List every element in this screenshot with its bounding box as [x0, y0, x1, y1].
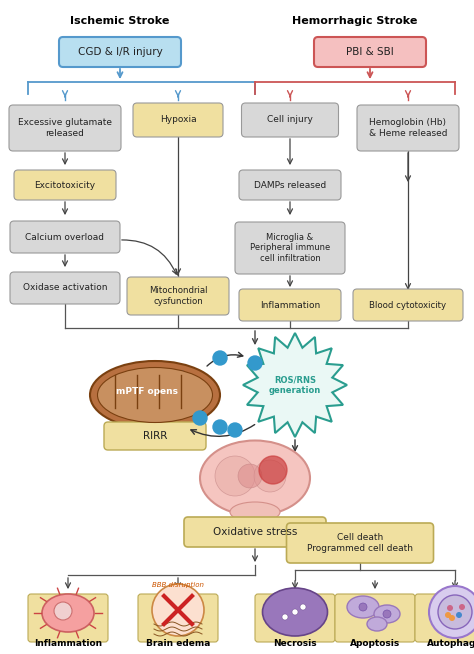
Circle shape [152, 584, 204, 636]
Text: Oxidative stress: Oxidative stress [213, 527, 297, 537]
Ellipse shape [98, 368, 212, 422]
Ellipse shape [374, 605, 400, 623]
Circle shape [429, 586, 474, 638]
Ellipse shape [347, 596, 379, 618]
FancyBboxPatch shape [415, 594, 474, 642]
Ellipse shape [263, 588, 328, 636]
Circle shape [292, 609, 298, 615]
Circle shape [213, 351, 227, 365]
FancyBboxPatch shape [9, 105, 121, 151]
Text: Ischemic Stroke: Ischemic Stroke [70, 16, 170, 26]
FancyBboxPatch shape [138, 594, 218, 642]
Text: Cell death
Programmed cell death: Cell death Programmed cell death [307, 533, 413, 553]
Ellipse shape [90, 361, 220, 429]
Circle shape [193, 411, 207, 425]
Text: CGD & I/R injury: CGD & I/R injury [78, 47, 163, 57]
Text: Oxidase activation: Oxidase activation [23, 283, 107, 292]
Circle shape [268, 592, 292, 616]
Text: Hemoglobin (Hb)
& Heme released: Hemoglobin (Hb) & Heme released [369, 118, 447, 138]
FancyBboxPatch shape [241, 103, 338, 137]
Circle shape [215, 456, 255, 496]
Circle shape [282, 614, 288, 620]
Text: Mitochondrial
cysfunction: Mitochondrial cysfunction [149, 286, 207, 305]
Text: ROS/RNS
generation: ROS/RNS generation [269, 375, 321, 395]
FancyBboxPatch shape [162, 371, 184, 385]
Circle shape [259, 456, 287, 484]
FancyBboxPatch shape [28, 594, 108, 642]
Text: Hemorrhagic Stroke: Hemorrhagic Stroke [292, 16, 418, 26]
Circle shape [297, 612, 317, 632]
Circle shape [254, 460, 286, 492]
Circle shape [300, 604, 306, 610]
Ellipse shape [367, 617, 387, 631]
Text: DAMPs released: DAMPs released [254, 181, 326, 190]
Text: Excessive glutamate
released: Excessive glutamate released [18, 118, 112, 138]
FancyBboxPatch shape [239, 289, 341, 321]
Text: Necrosis: Necrosis [273, 638, 317, 647]
FancyBboxPatch shape [239, 170, 341, 200]
FancyBboxPatch shape [59, 37, 181, 67]
Text: mPTF opens: mPTF opens [116, 388, 178, 396]
FancyBboxPatch shape [127, 277, 229, 315]
Circle shape [54, 602, 72, 620]
Text: Inflammation: Inflammation [260, 300, 320, 309]
Circle shape [228, 423, 242, 437]
Polygon shape [243, 333, 347, 437]
FancyBboxPatch shape [235, 222, 345, 274]
FancyBboxPatch shape [10, 221, 120, 253]
FancyBboxPatch shape [14, 170, 116, 200]
Circle shape [445, 612, 451, 618]
Circle shape [456, 612, 462, 618]
Circle shape [359, 603, 367, 611]
FancyBboxPatch shape [104, 422, 206, 450]
Circle shape [248, 356, 262, 370]
Text: Microglia &
Peripheral immune
cell infiltration: Microglia & Peripheral immune cell infil… [250, 233, 330, 263]
Text: BBB disruption: BBB disruption [152, 582, 204, 588]
FancyBboxPatch shape [357, 105, 459, 151]
Circle shape [213, 420, 227, 434]
Text: RIRR: RIRR [143, 431, 167, 441]
FancyBboxPatch shape [255, 594, 335, 642]
Circle shape [459, 604, 465, 610]
Text: Excitotoxicity: Excitotoxicity [35, 181, 96, 190]
Text: PBI & SBI: PBI & SBI [346, 47, 394, 57]
Circle shape [238, 464, 262, 488]
Circle shape [383, 610, 391, 618]
FancyBboxPatch shape [286, 523, 434, 563]
Circle shape [438, 595, 472, 629]
Text: Apoptosis: Apoptosis [350, 638, 400, 647]
Ellipse shape [42, 594, 94, 632]
Text: Autophagy: Autophagy [428, 638, 474, 647]
Text: Brain edema: Brain edema [146, 638, 210, 647]
FancyBboxPatch shape [314, 37, 426, 67]
FancyBboxPatch shape [133, 103, 223, 137]
Circle shape [447, 605, 453, 611]
FancyBboxPatch shape [10, 272, 120, 304]
Circle shape [449, 615, 455, 621]
FancyBboxPatch shape [184, 517, 326, 547]
FancyBboxPatch shape [335, 594, 415, 642]
Circle shape [292, 592, 308, 608]
Text: Hypoxia: Hypoxia [160, 116, 196, 124]
Text: Cell injury: Cell injury [267, 116, 313, 124]
Ellipse shape [230, 502, 280, 522]
FancyBboxPatch shape [353, 289, 463, 321]
Text: Blood cytotoxicity: Blood cytotoxicity [369, 300, 447, 309]
Ellipse shape [200, 441, 310, 515]
Text: Inflammation: Inflammation [34, 638, 102, 647]
Text: Calcium overload: Calcium overload [26, 233, 104, 241]
